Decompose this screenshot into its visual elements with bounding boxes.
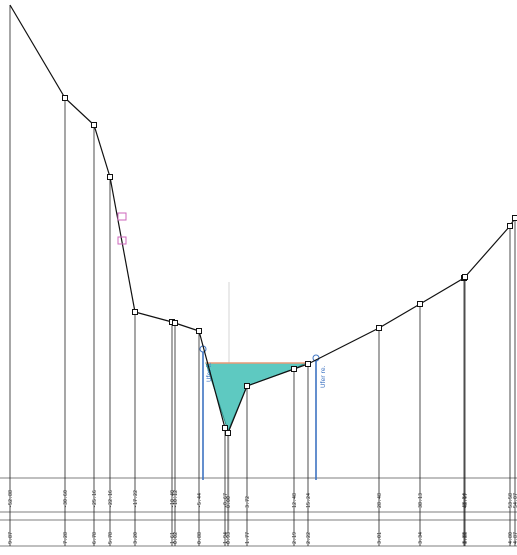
pink-marker-lower [117, 236, 127, 245]
profile-vertex [512, 215, 517, 221]
profile-vertex [196, 328, 202, 334]
station-elevation-label: 3.01 [377, 532, 383, 544]
right-bank-marker: Ufer re. [312, 354, 327, 480]
right-bank-label: Ufer re. [320, 365, 327, 388]
station-elevation-label: 1.94 [223, 532, 229, 544]
profile-vertex [244, 383, 250, 389]
station-distance-label: -10.12 [173, 490, 179, 508]
station-distance-label: -0.67 [223, 493, 229, 508]
station-elevation-label: 1.77 [245, 532, 251, 544]
water-area [205, 362, 307, 433]
profile-vertex [107, 174, 113, 180]
station-elevation-label: 2.19 [292, 532, 298, 544]
station-elevation-label: 0.02 [173, 532, 179, 544]
station-elevation-label: 3.86 [463, 532, 469, 544]
station-distance-label: 53.58 [508, 493, 514, 508]
left-bank-marker: Ufer li. [199, 345, 213, 480]
station-distance-label: -10.40 [170, 490, 176, 508]
station-distance-label: 48.97 [463, 493, 469, 508]
station-elevation-label: 1.61 [170, 532, 176, 544]
station-elevation-label: 7.28 [63, 532, 69, 544]
profile-vertex [132, 309, 138, 315]
profile-vertex [91, 122, 97, 128]
profile-vertex [305, 361, 311, 367]
station-elevation-label: 2.22 [306, 532, 312, 544]
station-distance-label: -30.60 [63, 490, 69, 508]
station-drop-lines [9, 5, 516, 546]
station-distance-label: 12.48 [292, 493, 298, 508]
station-elevation-label: 4.80 [508, 532, 514, 544]
station-distance-label: 48.54 [462, 493, 468, 508]
profile-vertex [417, 301, 423, 307]
station-elevation-label: 3.34 [418, 532, 424, 544]
station-elevation-label: 0.93 [226, 532, 232, 544]
station-elevation-label: 4.87 [513, 532, 517, 544]
label-band [0, 477, 517, 547]
station-elevation-label: 3.80 [462, 532, 468, 544]
station-distance-label: -17.22 [133, 490, 139, 508]
station-elevation-label: 9.87 [8, 532, 14, 544]
station-elevation-label: 3.20 [133, 532, 139, 544]
profile-vertex [172, 320, 178, 326]
station-distance-label: -25.16 [92, 490, 98, 508]
profile-vertex [291, 366, 297, 372]
station-elevation-label: 6.78 [92, 532, 98, 544]
profile-vertex [507, 223, 513, 229]
station-distance-label: 28.48 [377, 493, 383, 508]
station-distance-label: -52.88 [8, 490, 14, 508]
profile-vertex [222, 425, 228, 431]
station-distance-label: -5.44 [197, 493, 203, 508]
profile-vertex [225, 430, 231, 436]
pink-marker-upper [117, 212, 127, 221]
station-distance-label: 0.00 [226, 496, 232, 508]
station-distance-label: 3.72 [245, 496, 251, 508]
station-labels: -52.88 9.87 -30.60 7.28 -25.16 6.78 -22.16 5.78… [8, 490, 517, 544]
profile-vertex [462, 274, 468, 280]
station-distance-label: 15.24 [306, 493, 312, 508]
station-distance-label: -22.16 [108, 490, 114, 508]
profile-vertex [376, 325, 382, 331]
station-elevation-label: 5.78 [108, 532, 114, 544]
station-elevation-label: 0.88 [197, 532, 203, 544]
station-distance-label: 38.13 [418, 493, 424, 508]
profile-vertex [62, 95, 68, 101]
station-distance-label: 54.07 [513, 493, 517, 508]
profile-vertices [62, 95, 517, 436]
